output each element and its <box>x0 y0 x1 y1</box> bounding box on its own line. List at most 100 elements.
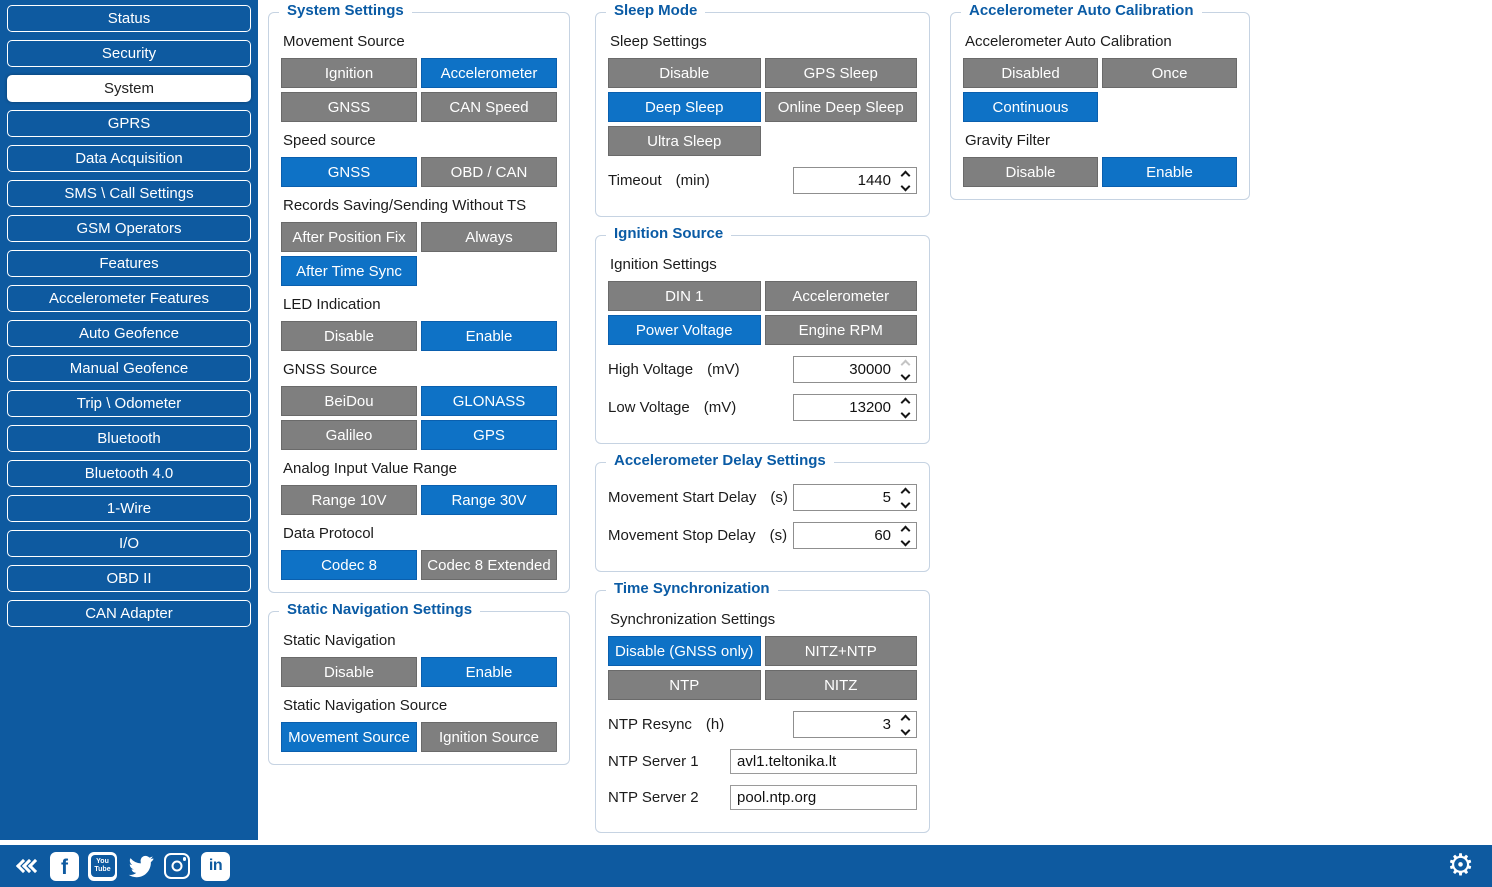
group-ignition-source: Ignition Source Ignition Settings DIN 1 Acc… <box>595 225 930 444</box>
settings-gear-icon[interactable]: ⚙ <box>1447 849 1474 882</box>
option-button-accelerometer[interactable]: Accelerometer <box>764 281 917 311</box>
facebook-icon[interactable]: f <box>50 851 79 881</box>
segmented-static-navigation: Disable Enable <box>281 657 557 687</box>
option-button-gnss[interactable]: GNSS <box>281 157 417 187</box>
option-button-online-deep-sleep[interactable]: Online Deep Sleep <box>764 92 917 122</box>
sidebar-item-gsm-operators[interactable]: GSM Operators <box>7 215 251 242</box>
segmented-synchronization-settings: Disable (GNSS only) NITZ+NTP NTP NITZ <box>608 636 917 700</box>
option-button-ultra-sleep[interactable]: Ultra Sleep <box>608 126 761 156</box>
sidebar-item-features[interactable]: Features <box>7 250 251 277</box>
option-button-ignition[interactable]: Ignition <box>281 58 417 88</box>
option-button-once[interactable]: Once <box>1102 58 1237 88</box>
option-button-disable[interactable]: Disable <box>963 157 1098 187</box>
movement-stop-delay-input[interactable]: 60 <box>793 522 917 549</box>
spin-up-icon[interactable] <box>900 397 911 407</box>
option-button-disable[interactable]: Disable <box>608 58 761 88</box>
segmented-gravity-filter: Disable Enable <box>963 157 1237 187</box>
group-title: Static Navigation Settings <box>279 601 481 618</box>
movement-start-delay-input[interactable]: 5 <box>793 484 917 511</box>
option-button-movement-source[interactable]: Movement Source <box>281 722 417 752</box>
option-button-disable-gnss-only[interactable]: Disable (GNSS only) <box>608 636 761 666</box>
spin-up-icon[interactable] <box>900 487 911 497</box>
option-button-after-position-fix[interactable]: After Position Fix <box>281 222 417 252</box>
ntp-server-1-input[interactable] <box>730 749 917 774</box>
option-button-nitz[interactable]: NITZ <box>764 670 917 700</box>
option-button-disable[interactable]: Disable <box>281 657 417 687</box>
sidebar-item-can-adapter[interactable]: CAN Adapter <box>7 600 251 627</box>
twitter-icon[interactable] <box>126 852 155 881</box>
spin-down-icon[interactable] <box>900 725 911 735</box>
sidebar-item-bluetooth[interactable]: Bluetooth <box>7 425 251 452</box>
sidebar-item-accelerometer-features[interactable]: Accelerometer Features <box>7 285 251 312</box>
ntp-server-2-input[interactable] <box>730 785 917 810</box>
sidebar-item-auto-geofence[interactable]: Auto Geofence <box>7 320 251 347</box>
option-button-gps[interactable]: GPS <box>421 420 557 450</box>
instagram-icon[interactable] <box>164 853 190 879</box>
option-button-disable[interactable]: Disable <box>281 321 417 351</box>
column-2: Sleep Mode Sleep Settings Disable GPS Sleep… <box>595 2 930 851</box>
sidebar-item-bluetooth-4-0[interactable]: Bluetooth 4.0 <box>7 460 251 487</box>
spinner-value: 30000 <box>849 361 891 378</box>
field-label: NTP Server 1 <box>608 753 699 770</box>
sidebar-item-data-acquisition[interactable]: Data Acquisition <box>7 145 251 172</box>
ntp-resync-input[interactable]: 3 <box>793 711 917 738</box>
option-button-engine-rpm[interactable]: Engine RPM <box>764 315 917 345</box>
sidebar-item-system[interactable]: System <box>7 75 251 102</box>
spin-up-icon[interactable] <box>900 714 911 724</box>
low-voltage-input[interactable]: 13200 <box>793 394 917 421</box>
group-static-navigation-settings: Static Navigation Settings Static Navigat… <box>268 601 570 765</box>
option-button-codec-8-extended[interactable]: Codec 8 Extended <box>421 550 557 580</box>
option-button-glonass[interactable]: GLONASS <box>421 386 557 416</box>
sidebar-item-obd-ii[interactable]: OBD II <box>7 565 251 592</box>
spin-down-icon[interactable] <box>900 536 911 546</box>
sidebar-item-security[interactable]: Security <box>7 40 251 67</box>
collapse-sidebar-icon[interactable] <box>14 858 43 874</box>
spin-up-icon[interactable] <box>900 170 911 180</box>
option-button-codec-8[interactable]: Codec 8 <box>281 550 417 580</box>
spin-down-icon[interactable] <box>900 408 911 418</box>
youtube-icon[interactable]: You Tube <box>88 851 117 881</box>
option-button-accelerometer[interactable]: Accelerometer <box>421 58 557 88</box>
option-button-galileo[interactable]: Galileo <box>281 420 417 450</box>
sidebar-item-1-wire[interactable]: 1-Wire <box>7 495 251 522</box>
option-button-enable[interactable]: Enable <box>421 321 557 351</box>
sidebar-item-trip-odometer[interactable]: Trip \ Odometer <box>7 390 251 417</box>
high-voltage-input[interactable]: 30000 <box>793 356 917 383</box>
option-button-continuous[interactable]: Continuous <box>963 92 1098 122</box>
option-button-gnss[interactable]: GNSS <box>281 92 417 122</box>
option-button-can-speed[interactable]: CAN Speed <box>421 92 557 122</box>
field-label: NTP Resync <box>608 716 692 733</box>
option-button-disabled[interactable]: Disabled <box>963 58 1098 88</box>
spin-up-icon[interactable] <box>900 525 911 535</box>
option-button-gps-sleep[interactable]: GPS Sleep <box>764 58 917 88</box>
youtube-glyph: You Tube <box>90 855 115 877</box>
sidebar-item-i-o[interactable]: I/O <box>7 530 251 557</box>
group-title: Accelerometer Delay Settings <box>606 452 834 469</box>
option-button-din-1[interactable]: DIN 1 <box>608 281 761 311</box>
option-button-enable[interactable]: Enable <box>421 657 557 687</box>
spin-down-icon[interactable] <box>900 181 911 191</box>
option-button-nitz-ntp[interactable]: NITZ+NTP <box>764 636 917 666</box>
instagram-lens-glyph <box>171 860 183 872</box>
sidebar-item-status[interactable]: Status <box>7 5 251 32</box>
option-button-range-30v[interactable]: Range 30V <box>421 485 557 515</box>
option-button-beidou[interactable]: BeiDou <box>281 386 417 416</box>
spinner-arrows <box>898 714 913 735</box>
linkedin-icon[interactable]: in <box>201 851 230 881</box>
option-button-obd-can[interactable]: OBD / CAN <box>421 157 557 187</box>
option-button-ignition-source[interactable]: Ignition Source <box>421 722 557 752</box>
option-button-enable[interactable]: Enable <box>1102 157 1237 187</box>
spin-down-icon[interactable] <box>900 370 911 380</box>
timeout-input[interactable]: 1440 <box>793 167 917 194</box>
option-button-ntp[interactable]: NTP <box>608 670 761 700</box>
spin-up-icon[interactable] <box>900 359 911 369</box>
option-button-after-time-sync[interactable]: After Time Sync <box>281 256 417 286</box>
sidebar-item-manual-geofence[interactable]: Manual Geofence <box>7 355 251 382</box>
spin-down-icon[interactable] <box>900 498 911 508</box>
sidebar-item-gprs[interactable]: GPRS <box>7 110 251 137</box>
option-button-range-10v[interactable]: Range 10V <box>281 485 417 515</box>
option-button-deep-sleep[interactable]: Deep Sleep <box>608 92 761 122</box>
sidebar-item-sms-call-settings[interactable]: SMS \ Call Settings <box>7 180 251 207</box>
option-button-always[interactable]: Always <box>421 222 557 252</box>
option-button-power-voltage[interactable]: Power Voltage <box>608 315 761 345</box>
